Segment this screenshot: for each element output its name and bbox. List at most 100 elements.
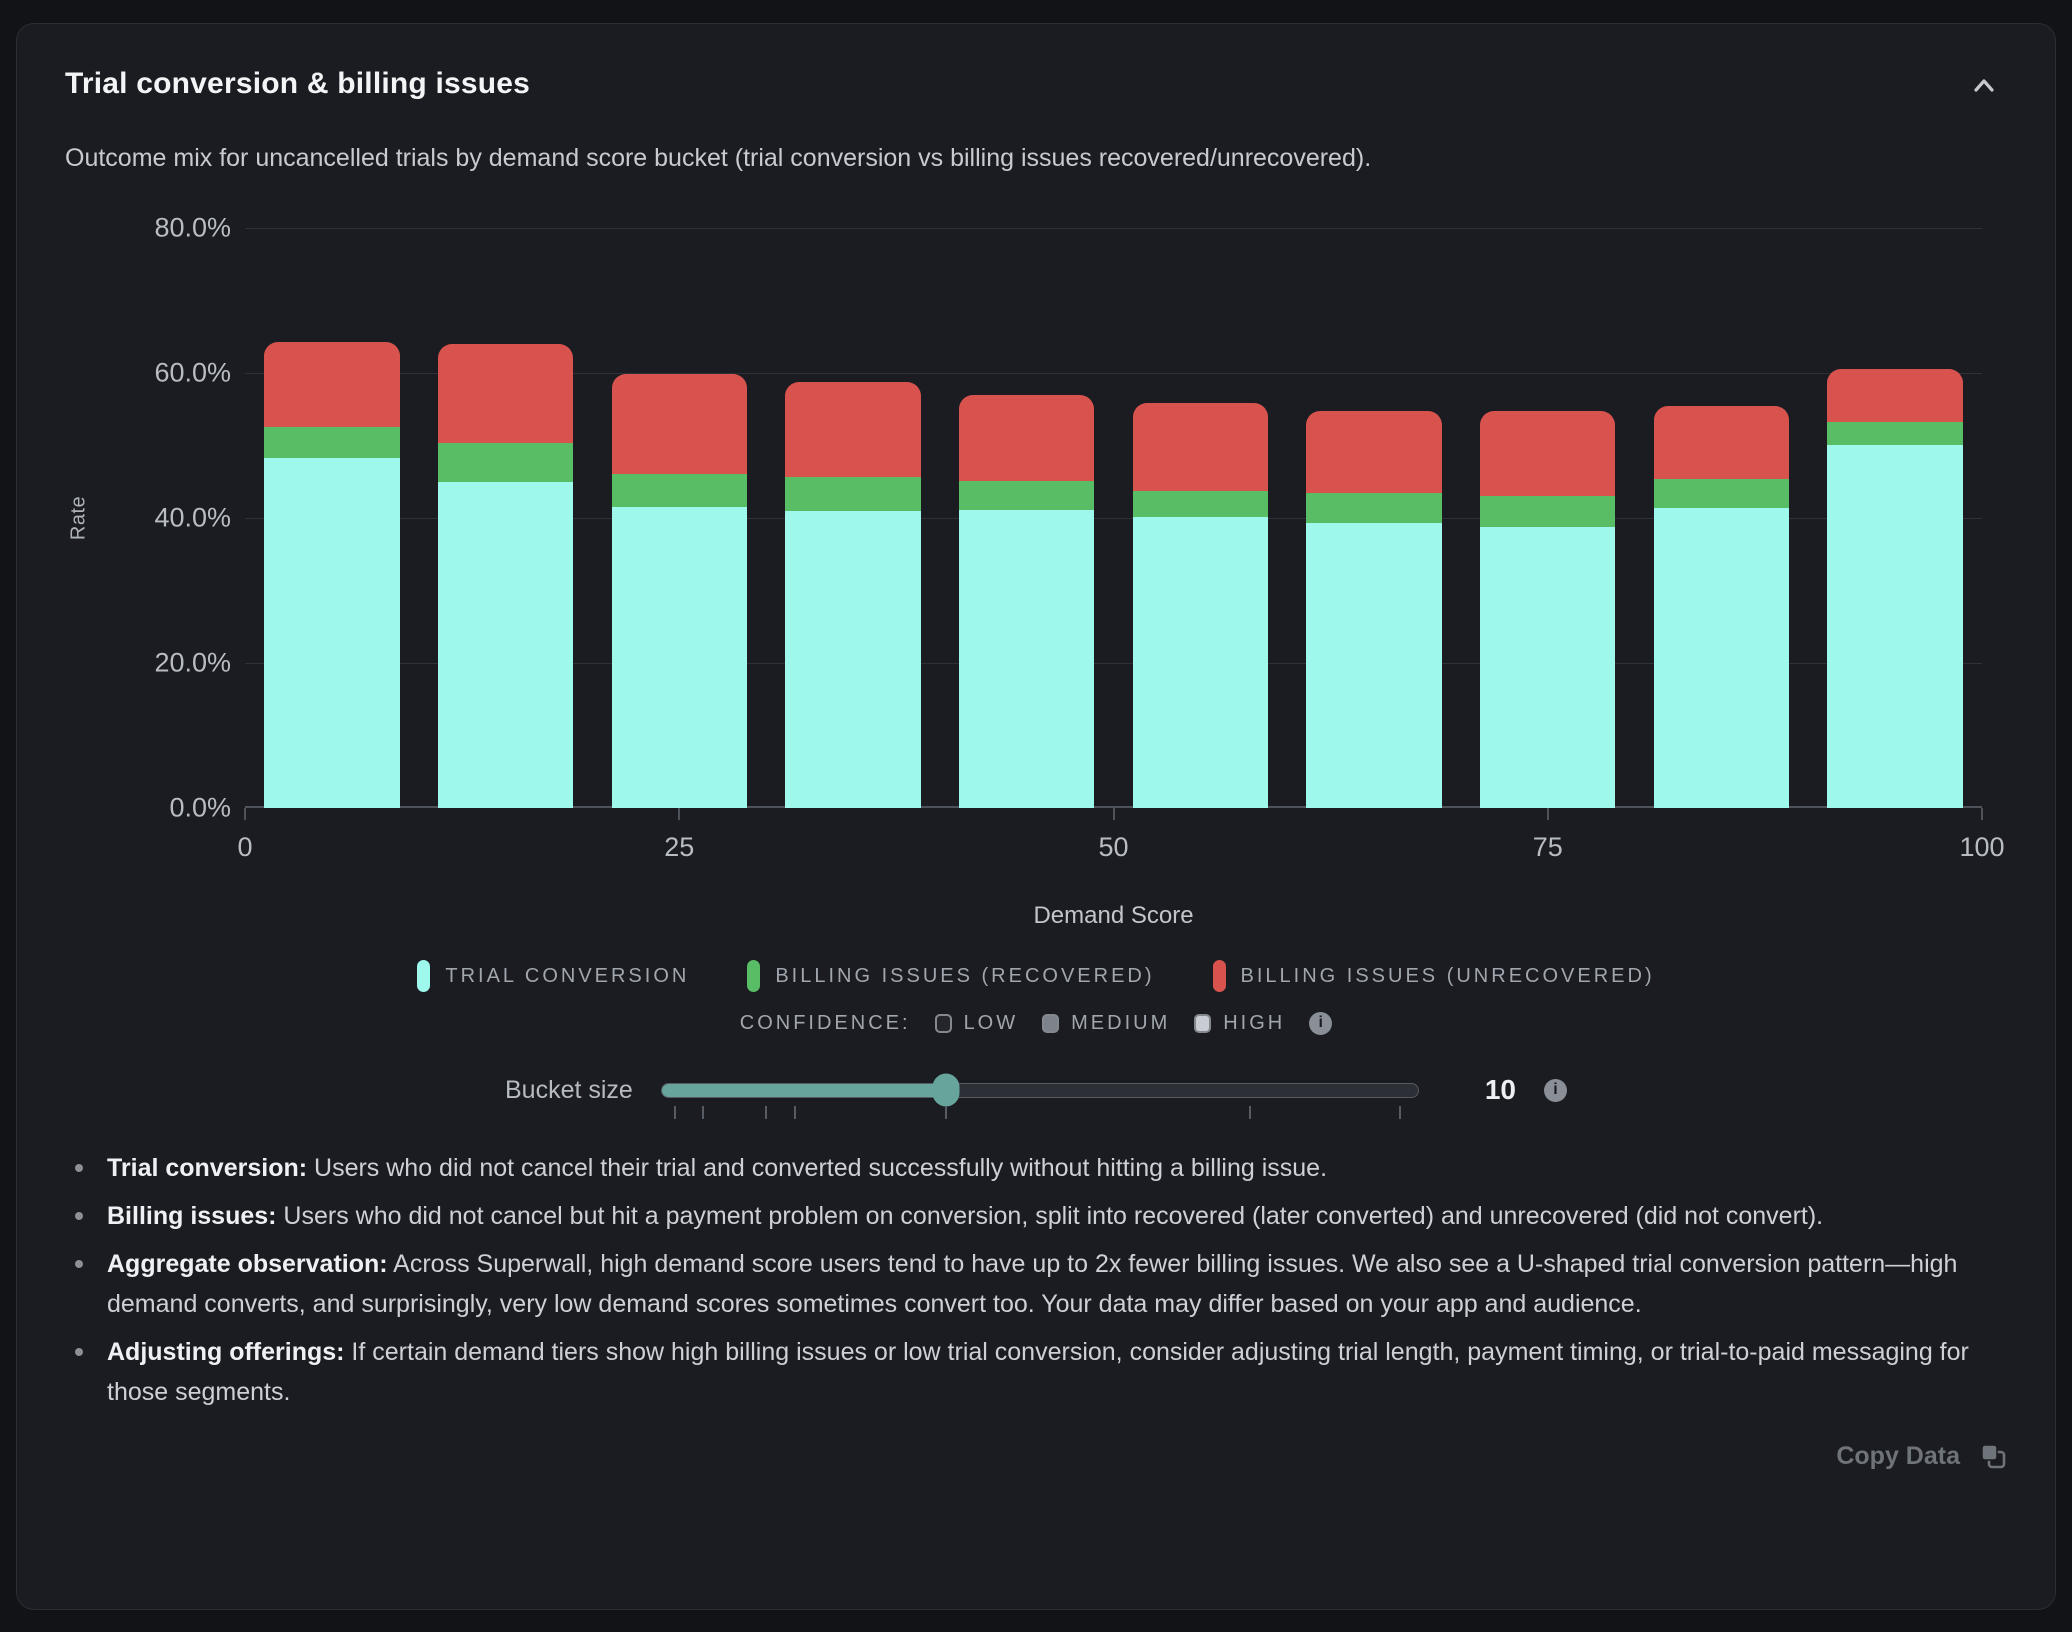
notes-list: Trial conversion: Users who did not canc… [73, 1148, 2007, 1412]
bullet-dot [75, 1164, 83, 1172]
bar-70-80[interactable] [1480, 411, 1616, 808]
bar-segment-billing-issues-recovered-[interactable] [611, 473, 747, 508]
x-tick [1546, 808, 1549, 820]
bar-segment-billing-issues-unrecovered-[interactable] [1306, 410, 1442, 493]
collapse-button[interactable] [1961, 66, 2007, 107]
confidence-filter: Confidence: Low Medium High i [65, 1008, 2007, 1038]
bar-80-90[interactable] [1653, 405, 1790, 808]
slider-tick [702, 1105, 705, 1119]
bar-segment-billing-issues-recovered-[interactable] [1827, 422, 1963, 445]
bar-segment-billing-issues-recovered-[interactable] [958, 481, 1095, 511]
bar-segment-billing-issues-recovered-[interactable] [1480, 496, 1616, 527]
confidence-high-swatch [1194, 1013, 1212, 1033]
bar-segment-billing-issues-unrecovered-[interactable] [264, 341, 400, 428]
bar-segment-billing-issues-unrecovered-[interactable] [958, 394, 1095, 482]
gridline [245, 517, 1982, 519]
x-axis-title: Demand Score [1033, 902, 1194, 929]
bullet-dot [75, 1212, 83, 1220]
y-tick-label: 0.0% [169, 792, 231, 823]
bar-segment-billing-issues-recovered-[interactable] [437, 442, 574, 483]
bar-segment-trial-conversion[interactable] [785, 511, 921, 808]
y-tick-label: 80.0% [154, 212, 231, 243]
gridline [245, 662, 1982, 664]
confidence-medium-label: Medium [1071, 1011, 1171, 1034]
bar-10-20[interactable] [437, 344, 574, 808]
confidence-info-icon[interactable]: i [1309, 1011, 1333, 1035]
bullet-dot [75, 1260, 83, 1268]
slider-ticks [662, 1105, 1418, 1120]
legend-swatch [747, 960, 761, 992]
bar-segment-trial-conversion[interactable] [958, 510, 1095, 808]
bullet-dot [75, 1348, 83, 1356]
bar-segment-billing-issues-recovered-[interactable] [1132, 491, 1269, 518]
slider-tick [673, 1105, 676, 1119]
chart-legend: Trial Conversion Billing Issues (Recovere… [65, 958, 2007, 994]
bar-90-100[interactable] [1827, 369, 1963, 808]
bucket-size-value: 10 [1484, 1074, 1516, 1105]
bar-segment-billing-issues-recovered-[interactable] [785, 476, 921, 512]
bar-segment-billing-issues-unrecovered-[interactable] [611, 373, 747, 474]
bar-segment-trial-conversion[interactable] [1306, 523, 1442, 808]
bar-segment-billing-issues-recovered-[interactable] [1653, 478, 1790, 508]
slider-tick [1398, 1105, 1401, 1119]
confidence-low-swatch [934, 1013, 952, 1033]
chart-subtitle: Outcome mix for uncancelled trials by de… [65, 144, 1372, 172]
bar-50-60[interactable] [1132, 403, 1269, 808]
confidence-option-low[interactable]: Low [934, 1012, 1019, 1035]
bar-0-10[interactable] [264, 341, 400, 808]
card-footer: Copy Data [65, 1442, 2007, 1471]
bar-segment-billing-issues-unrecovered-[interactable] [785, 381, 921, 477]
slider-tick [1249, 1105, 1251, 1119]
x-tick-label: 100 [1959, 832, 2005, 862]
legend-item-trial-conversion[interactable]: Trial Conversion [417, 960, 689, 992]
legend-label: Billing Issues (Recovered) [775, 964, 1155, 987]
gridline [245, 372, 1982, 374]
bucket-size-slider-track[interactable] [660, 1073, 1419, 1119]
x-tick-label: 25 [664, 832, 695, 862]
slider-tick [765, 1105, 768, 1119]
bar-30-40[interactable] [785, 381, 921, 808]
confidence-option-high[interactable]: High [1194, 1012, 1285, 1035]
x-tick-label: 75 [1532, 832, 1563, 862]
confidence-medium-swatch [1042, 1013, 1060, 1033]
bar-segment-billing-issues-unrecovered-[interactable] [437, 344, 574, 443]
copy-data-button[interactable]: Copy Data [1836, 1442, 2007, 1471]
confidence-option-medium[interactable]: Medium [1042, 1012, 1170, 1035]
bar-segment-billing-issues-recovered-[interactable] [1306, 492, 1442, 524]
bar-segment-trial-conversion[interactable] [1132, 517, 1269, 808]
legend-swatch [417, 960, 431, 992]
legend-item-billing-issues-unrecovered-[interactable]: Billing Issues (Unrecovered) [1212, 960, 1655, 992]
slider-tick [793, 1105, 796, 1119]
legend-item-billing-issues-recovered-[interactable]: Billing Issues (Recovered) [747, 960, 1154, 992]
bar-40-50[interactable] [958, 394, 1095, 808]
copy-icon [1981, 1444, 2006, 1469]
bar-segment-billing-issues-unrecovered-[interactable] [1132, 403, 1269, 492]
bar-60-70[interactable] [1306, 410, 1442, 808]
bar-20-30[interactable] [611, 373, 747, 808]
bar-segment-trial-conversion[interactable] [611, 507, 747, 808]
bar-segment-trial-conversion[interactable] [437, 482, 574, 808]
bar-segment-trial-conversion[interactable] [264, 457, 400, 808]
x-tick-label: 50 [1098, 832, 1129, 862]
bar-segment-billing-issues-unrecovered-[interactable] [1653, 405, 1790, 479]
slider-fill [661, 1083, 947, 1097]
bucket-size-info-icon[interactable]: i [1544, 1078, 1567, 1102]
bar-segment-trial-conversion[interactable] [1653, 507, 1790, 808]
bar-segment-billing-issues-unrecovered-[interactable] [1827, 369, 1963, 423]
bar-segment-billing-issues-recovered-[interactable] [264, 427, 400, 458]
confidence-high-label: High [1223, 1011, 1286, 1034]
slider-thumb[interactable] [932, 1073, 960, 1107]
bar-segment-billing-issues-unrecovered-[interactable] [1480, 411, 1616, 497]
bar-segment-trial-conversion[interactable] [1480, 526, 1616, 808]
chart-card: Trial conversion & billing issues Outcom… [16, 23, 2056, 1610]
stacked-bar-chart: Rate 0.0% 20.0% 40.0% 60.0% 80.0% Demand Sco… [65, 195, 2007, 950]
bar-segment-trial-conversion[interactable] [1827, 444, 1963, 808]
plot-area: Demand Score 0 25 50 75 100 [237, 227, 2005, 929]
x-tick [678, 808, 681, 820]
legend-label: Billing Issues (Unrecovered) [1240, 964, 1655, 987]
x-tick [244, 808, 246, 820]
confidence-label: Confidence: [739, 1011, 911, 1034]
x-tick [1112, 808, 1115, 820]
page-title: Trial conversion & billing issues [65, 67, 531, 100]
card-header: Trial conversion & billing issues [65, 62, 2007, 107]
